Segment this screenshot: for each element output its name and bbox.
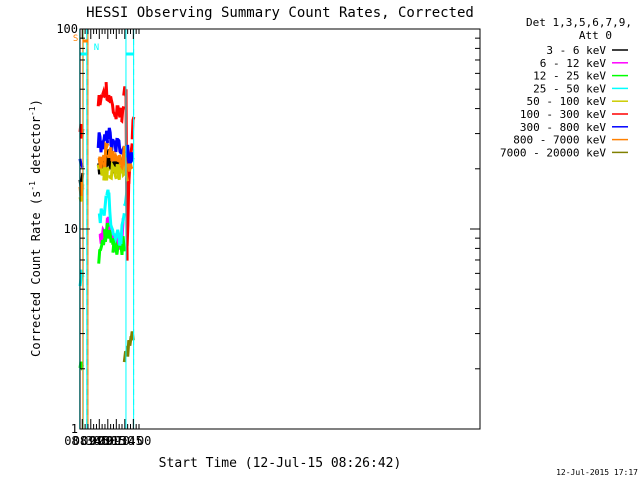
legend-label-3: 12 - 25 keV [533,70,606,83]
series-4-trace-segment [97,195,108,224]
series-3-trace-segment [119,236,126,256]
legend-label-8: 800 - 7000 keV [513,134,606,147]
night-label: N [94,43,99,53]
series-8-trace-segment [126,163,134,172]
y-axis-label-text-1: Corrected Count Rate (s [29,191,43,357]
plot-frame [79,28,481,430]
series-5-trace-segment [102,164,110,181]
series-7-trace-segment [106,127,115,152]
y-axis-label: Corrected Count Rate (s-1 detector-1) [28,99,43,357]
x-tick-label: 09:30 [98,434,134,448]
series-8-trace-segment [111,150,123,165]
x-tick-label: 10:00 [115,434,151,448]
chart-title: HESSI Observing Summary Count Rates, Cor… [86,5,474,21]
y-axis-label-exponent-1: -1 [28,181,37,191]
series-7-trace-segment [102,130,110,146]
y-tick-label: 100 [56,22,78,36]
series-8-trace-segment [106,146,114,163]
legend-label-6: 100 - 300 keV [520,108,606,121]
series-7-trace-segment [126,144,135,171]
svg-text:Corrected Count Rate (s-1 dete: Corrected Count Rate (s-1 detector-1) [28,99,43,357]
series-6-trace-segment [125,179,131,247]
y-axis-label-text-2: detector [29,116,43,181]
series-8-trace-segment [97,154,106,169]
series-4-trace-segment [119,212,126,244]
series-6-trace-segment [113,105,123,120]
footer-timestamp: 12-Jul-2015 17:17 [556,468,638,477]
x-tick-label: 09:45 [107,434,143,448]
series-9-trace-segment [126,336,133,357]
series-6-trace-segment [96,94,105,107]
saa-label: S [73,34,78,44]
series-7-trace-segment [96,132,106,153]
legend-label-5: 50 - 100 keV [527,95,607,108]
legend-label-9: 7000 - 20000 keV [500,146,606,159]
y-axis-label-exponent-2: -1 [28,106,37,116]
legend-label-2: 6 - 12 keV [540,57,607,70]
legend-header-line-2: Att 0 [579,29,612,42]
x-tick-label: 08:30 [64,434,100,448]
legend-label-4: 25 - 50 keV [533,82,606,95]
series-8-trace-segment [102,141,110,168]
y-tick-label: 10 [64,222,78,236]
x-axis-label: Start Time (12-Jul-15 08:26:42) [159,456,402,471]
x-tick-label: 09:15 [90,434,126,448]
legend-label-7: 300 - 800 keV [520,121,606,134]
series-6-trace-segment [119,105,126,124]
series-7 [78,127,135,171]
x-tick-label: 09:00 [81,434,117,448]
series-4-trace-segment [107,192,115,236]
series-3-trace-segment [102,222,110,242]
series-9-trace-segment [129,331,135,341]
x-tick-label: 08:45 [73,434,109,448]
series-3-trace-segment [106,229,115,245]
series-3-trace-segment [97,238,106,264]
legend-header-line-1: Det 1,3,5,6,7,9, [526,16,632,29]
series-7-trace-segment [111,137,123,154]
y-axis: 1 10 100 [56,22,480,436]
legend-label-1: 3 - 6 keV [546,44,606,57]
y-tick-label: 1 [71,422,78,436]
y-axis-label-text-3: ) [29,99,43,106]
